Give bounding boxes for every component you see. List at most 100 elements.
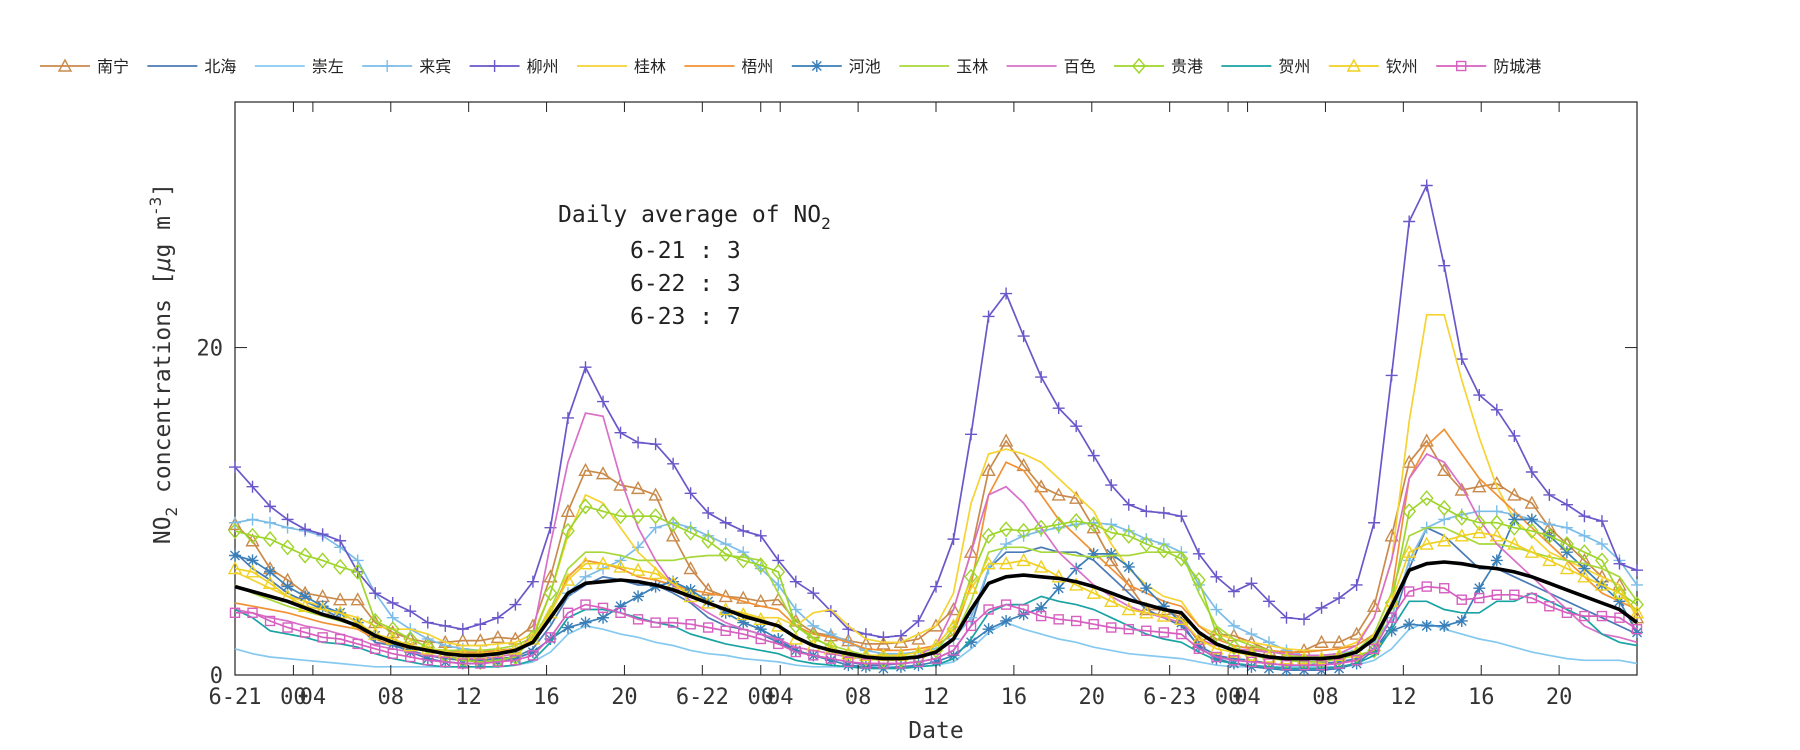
series-point [1385, 624, 1398, 637]
series-point [299, 627, 311, 638]
series-point [630, 562, 646, 576]
series-point [773, 638, 784, 650]
series-point [1544, 601, 1555, 612]
series-point [1051, 569, 1066, 583]
x-tick-label: 20 [1546, 685, 1573, 710]
series-point [1123, 623, 1134, 635]
series-point [1141, 625, 1152, 636]
series-point [1156, 608, 1172, 622]
series-point [1088, 619, 1099, 630]
x-tick-label: 20 [611, 685, 638, 710]
series-point [1210, 652, 1223, 665]
series-point [1227, 585, 1240, 598]
series-line [234, 313, 1638, 652]
series-point [247, 607, 258, 618]
series-point [1245, 628, 1258, 641]
series-point [404, 605, 417, 618]
x-tick-label: 00 [1215, 685, 1242, 710]
series-point [1368, 643, 1380, 655]
series-point [1439, 583, 1450, 594]
annotation-line: 6-22 : 3 [630, 271, 741, 297]
series-point [245, 527, 260, 544]
series-point [1472, 479, 1487, 493]
x-tick-label: 16 [533, 685, 560, 710]
series-point [912, 659, 925, 672]
series-point [1174, 550, 1189, 567]
series-point [981, 462, 996, 477]
series-point [1403, 554, 1416, 567]
series-point [911, 631, 926, 645]
series-point [719, 606, 732, 619]
series-point [1018, 604, 1029, 615]
series-point [1052, 582, 1065, 595]
legend-item: 桂林 [577, 57, 666, 76]
series-point [1122, 498, 1135, 511]
series-point [982, 623, 995, 636]
series-point [1051, 487, 1066, 501]
series-point [595, 556, 611, 570]
series-point [1122, 560, 1135, 573]
series-point [983, 604, 994, 615]
x-tick-label: 08 [378, 685, 405, 710]
series-point [789, 603, 802, 616]
series-point [526, 646, 539, 659]
series-point [1543, 488, 1556, 501]
series-point [614, 426, 627, 439]
series-point [738, 628, 749, 640]
series-point [508, 648, 523, 666]
series-point [1473, 389, 1486, 402]
legend-label: 崇左 [312, 57, 344, 76]
series-point [1560, 498, 1573, 511]
legend-item: 南宁 [40, 57, 129, 76]
series-point [1401, 454, 1417, 468]
series-point [1016, 552, 1031, 567]
series-point [1193, 643, 1205, 655]
series-point [1350, 578, 1363, 591]
series-point [965, 620, 977, 632]
series-point [1281, 659, 1292, 671]
series-point [509, 598, 522, 611]
series-point [1508, 513, 1521, 526]
series-point [860, 658, 872, 669]
legend-label: 北海 [204, 57, 236, 76]
series-point [631, 508, 645, 525]
series-point [720, 625, 731, 636]
series-point [228, 522, 242, 540]
x-axis-title: Date [908, 718, 963, 744]
x-tick-label: 20 [1079, 685, 1106, 710]
legend-item: 防城港 [1436, 57, 1541, 76]
series-point [632, 590, 645, 603]
series-point [386, 596, 399, 609]
series-point [963, 544, 979, 558]
series-point [1017, 330, 1030, 343]
series-point [1140, 505, 1153, 518]
series-point [1578, 529, 1591, 542]
series-point [543, 585, 558, 602]
series-point [264, 516, 277, 529]
series-point [1438, 259, 1451, 272]
series-point [648, 508, 663, 525]
series-point [1245, 577, 1258, 590]
series-point [315, 552, 330, 569]
series-point [1403, 618, 1416, 631]
mean-line [234, 560, 1639, 661]
series-point [263, 531, 277, 548]
series-point [1438, 619, 1451, 632]
series-point [262, 575, 278, 590]
series-point [946, 602, 961, 616]
series-point [1419, 536, 1434, 550]
series-point [578, 556, 593, 570]
series-point [422, 655, 433, 666]
series-point [648, 487, 663, 501]
series-point [718, 545, 733, 562]
series-point [701, 532, 716, 549]
legend-label: 南宁 [97, 57, 129, 76]
series-point [1087, 547, 1100, 560]
legend-marker [1132, 57, 1146, 75]
series-point [1210, 603, 1223, 616]
series-point [1331, 634, 1347, 648]
legend-marker [810, 60, 823, 72]
series-point [650, 617, 661, 628]
series-point [1594, 577, 1610, 591]
